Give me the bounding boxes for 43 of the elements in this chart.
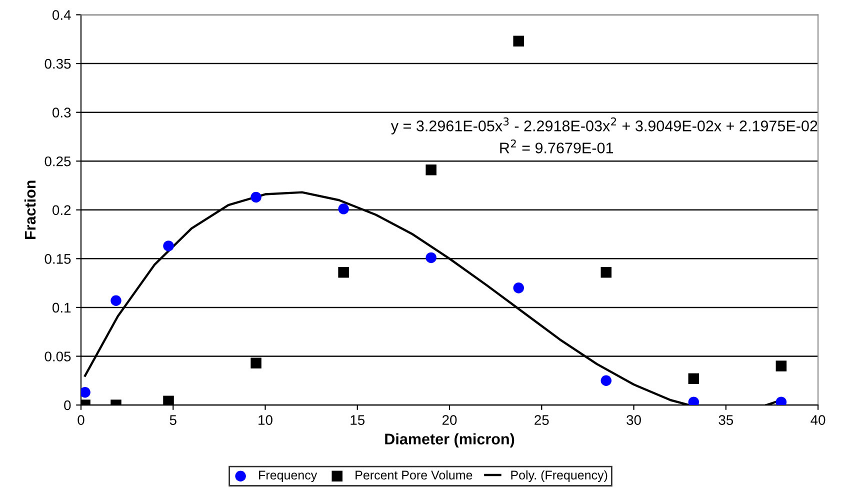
point: [250, 358, 262, 368]
point: [600, 375, 612, 386]
point: [600, 266, 612, 278]
point: [776, 396, 787, 406]
annotation: R$^{2}$ = 9.7679E-01: [500, 139, 614, 154]
y-tick-label: 0.35: [44, 58, 71, 69]
point: [110, 295, 122, 306]
y-tick-label: 0.15: [44, 254, 71, 264]
y-tick-label: 0: [64, 400, 71, 410]
y-tick-label: 0.4: [52, 10, 71, 20]
y-tick-label: 0.25: [44, 156, 71, 166]
point: [80, 386, 90, 398]
x-tick-label: 25: [534, 415, 549, 425]
y-tick-label: 0.1: [52, 302, 71, 313]
legend-label: Poly. (Frequency): [511, 470, 608, 482]
point: [688, 373, 700, 384]
legend-label: Percent Pore Volume: [356, 470, 472, 480]
x-tick-label: 10: [258, 415, 272, 425]
x-tick-label: 5: [170, 415, 176, 425]
point: [163, 240, 174, 252]
point: [163, 396, 174, 406]
y-axis-title: Fraction: [24, 180, 36, 239]
point: [513, 36, 524, 46]
legend-label: Frequency: [259, 470, 318, 482]
x-tick-label: 30: [626, 415, 641, 425]
point: [688, 396, 700, 406]
x-tick-label: 35: [718, 415, 734, 425]
point: [338, 204, 349, 214]
point: [776, 360, 787, 372]
x-tick-label: 40: [810, 415, 826, 425]
y-tick-label: 0.3: [52, 108, 71, 118]
x-tick-label: 15: [350, 415, 365, 425]
point: [426, 164, 436, 176]
x-axis-title: Diameter (micron): [385, 433, 514, 448]
point: [426, 252, 436, 264]
point: [250, 192, 262, 203]
annotation: y = 3.2961E-05x$^{3}$ - 2.2918E-03x$^{2}$ + 3.9049E-02x + 2.1975E-02: [390, 117, 818, 134]
x-tick-label: 20: [442, 415, 457, 425]
point: [513, 282, 524, 294]
y-tick-label: 0.2: [52, 205, 71, 216]
x-tick-label: 0: [78, 415, 84, 425]
point: [338, 266, 349, 278]
y-tick-label: 0.05: [44, 352, 71, 362]
